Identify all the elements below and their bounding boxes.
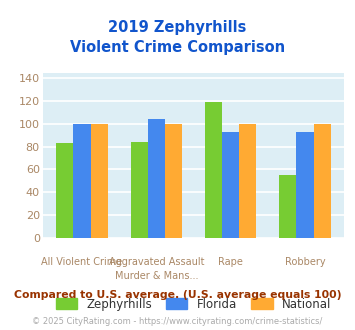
Bar [131, 142, 148, 238]
Bar [56, 143, 73, 238]
Bar [296, 132, 313, 238]
Text: 2019 Zephyrhills
Violent Crime Comparison: 2019 Zephyrhills Violent Crime Compariso… [70, 20, 285, 54]
Bar [165, 124, 182, 238]
Bar [279, 175, 296, 238]
Text: Robbery: Robbery [285, 257, 325, 267]
Text: Compared to U.S. average. (U.S. average equals 100): Compared to U.S. average. (U.S. average … [14, 290, 341, 300]
Bar [73, 124, 91, 238]
Bar [148, 119, 165, 238]
Bar [239, 124, 256, 238]
Bar [313, 124, 331, 238]
Bar [205, 102, 222, 238]
Text: Rape: Rape [218, 257, 243, 267]
Legend: Zephyrhills, Florida, National: Zephyrhills, Florida, National [51, 293, 336, 315]
Text: All Violent Crime: All Violent Crime [41, 257, 122, 267]
Bar [222, 132, 239, 238]
Text: © 2025 CityRating.com - https://www.cityrating.com/crime-statistics/: © 2025 CityRating.com - https://www.city… [32, 317, 323, 326]
Text: Murder & Mans...: Murder & Mans... [115, 271, 198, 281]
Text: Aggravated Assault: Aggravated Assault [109, 257, 204, 267]
Bar [91, 124, 108, 238]
